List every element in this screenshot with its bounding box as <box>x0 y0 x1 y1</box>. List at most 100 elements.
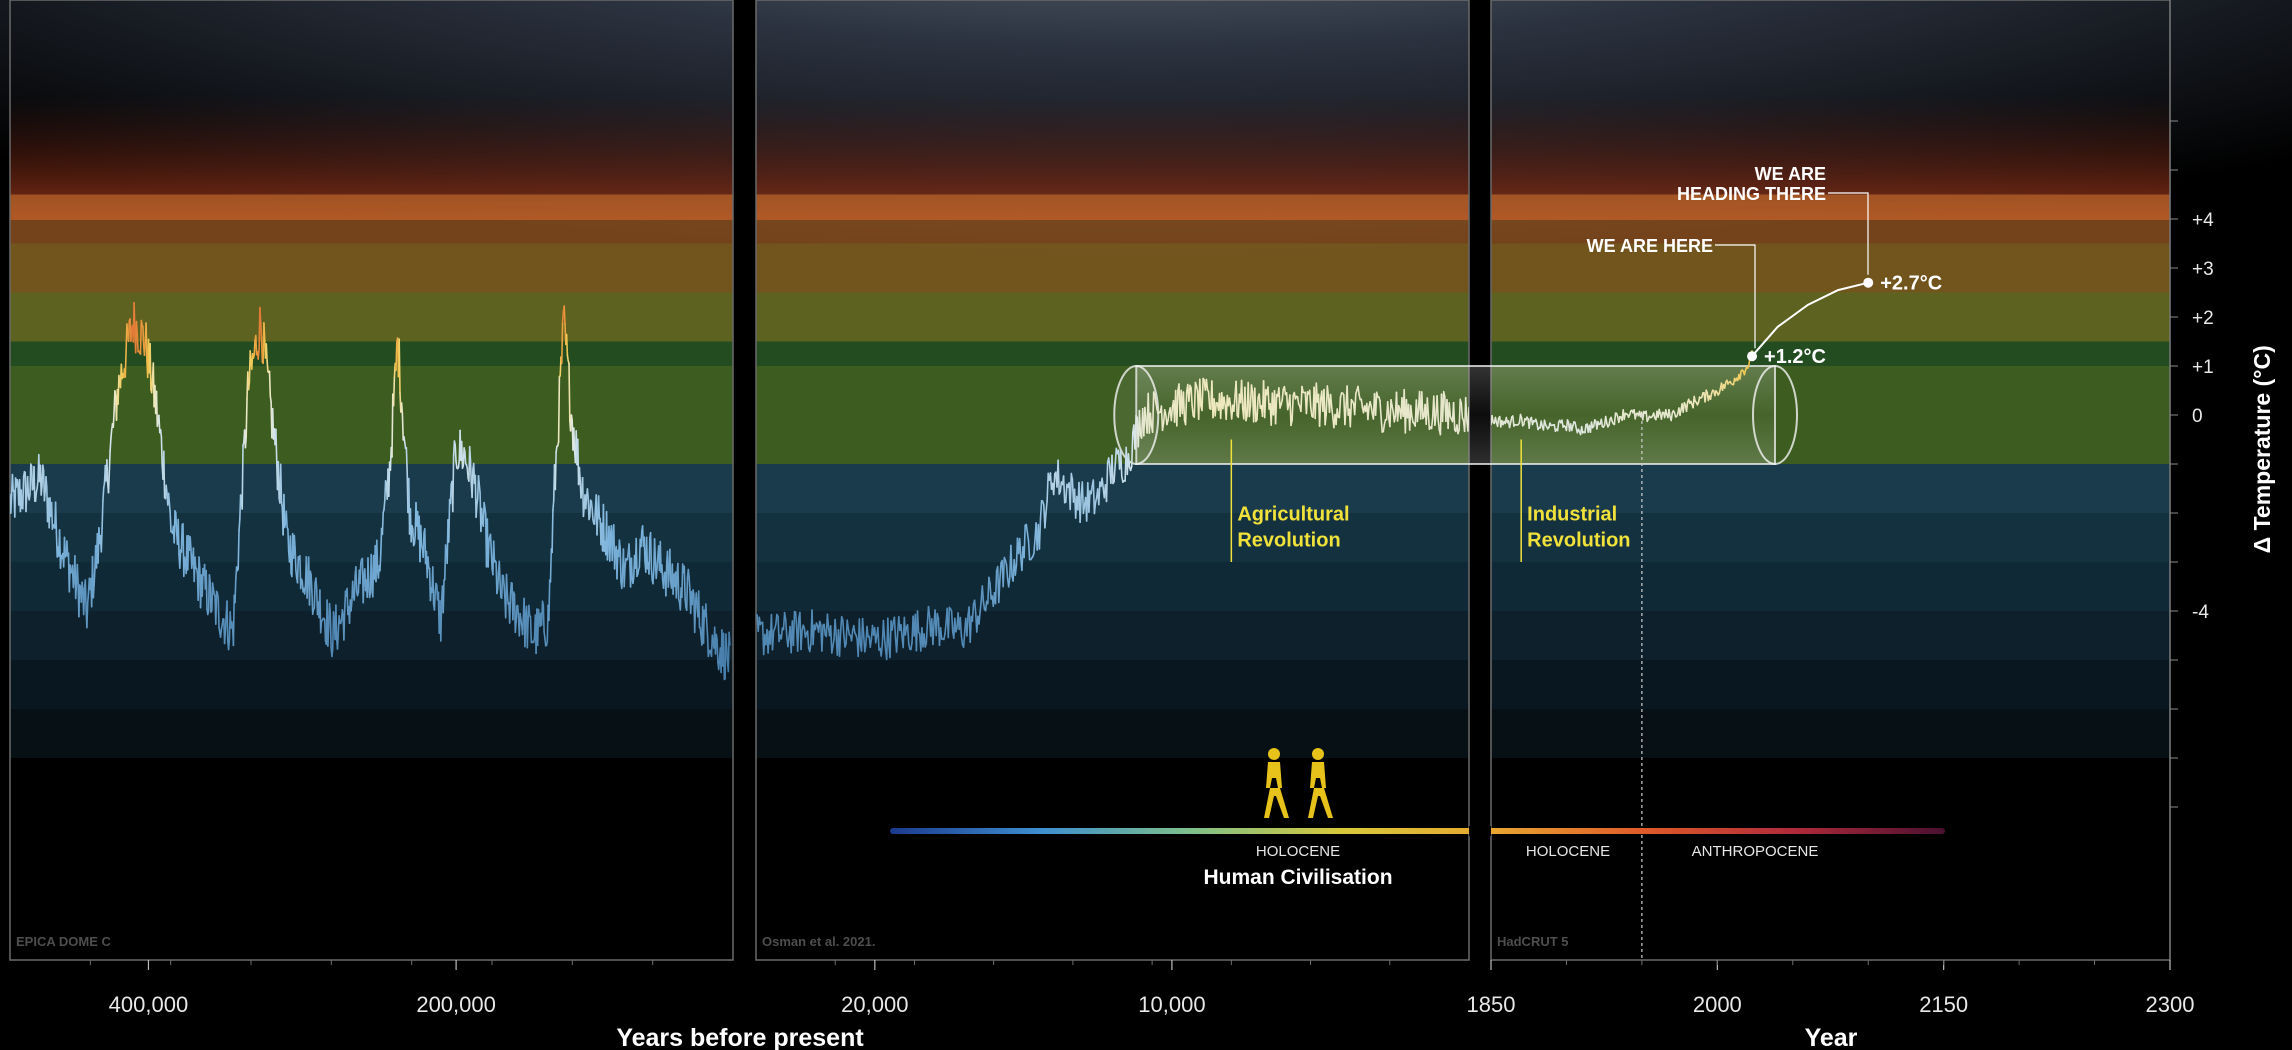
series-segment <box>613 550 617 570</box>
series-segment <box>661 564 664 582</box>
series-segment <box>183 556 186 578</box>
event-label-line1-2: Industrial <box>1527 503 1617 525</box>
series-segment <box>350 600 353 612</box>
series-segment <box>327 623 330 647</box>
series-segment <box>630 557 634 580</box>
series-segment <box>916 610 920 634</box>
series-segment <box>821 624 824 652</box>
series-segment <box>515 605 518 623</box>
series-segment <box>1258 393 1262 410</box>
callout-line-1 <box>1828 192 1869 275</box>
series-segment <box>1460 402 1464 419</box>
walking-person-icon <box>1264 748 1289 818</box>
series-segment <box>548 579 551 622</box>
panel-frame-epica <box>9 0 734 961</box>
series-segment <box>966 614 969 637</box>
series-segment <box>705 603 708 623</box>
series-segment <box>570 414 574 421</box>
series-segment <box>1107 457 1111 468</box>
series-segment <box>1670 411 1674 422</box>
series-segment <box>549 548 553 583</box>
series-segment <box>490 548 493 570</box>
series-segment <box>1604 415 1608 425</box>
series-segment <box>1134 414 1137 450</box>
series-segment <box>475 504 478 519</box>
walker-legs <box>1308 788 1333 818</box>
x-tick-label-2-1: 2000 <box>1693 992 1742 1017</box>
series-segment <box>1014 564 1018 576</box>
series-segment <box>606 543 610 561</box>
series-segment <box>880 643 884 657</box>
series-segment <box>335 604 338 641</box>
series-segment <box>1441 390 1445 423</box>
series-segment <box>628 543 631 564</box>
series-segment <box>1660 411 1664 420</box>
series-segment <box>1393 415 1397 423</box>
series-segment <box>1565 419 1569 432</box>
series-segment <box>1370 405 1374 415</box>
series-segment <box>310 573 313 592</box>
series-segment <box>1668 408 1671 418</box>
series-segment <box>688 576 691 591</box>
walker-legs <box>1264 788 1289 818</box>
series-segment <box>1130 431 1134 468</box>
series-segment <box>650 567 654 581</box>
timeline-gap <box>1469 826 1491 836</box>
series-segment <box>1308 389 1312 409</box>
series-segment <box>72 578 75 589</box>
series-segment <box>198 556 201 569</box>
x-tick-label-0-0: 400,000 <box>109 992 189 1017</box>
series-segment <box>978 610 981 625</box>
series-segment <box>100 527 103 553</box>
series-segment <box>1618 415 1621 424</box>
series-segment <box>665 562 668 597</box>
series-segment <box>1528 418 1532 430</box>
series-segment <box>939 626 943 640</box>
series-segment <box>102 487 105 502</box>
series-segment <box>850 629 854 642</box>
series-segment <box>355 565 358 593</box>
series-segment <box>1360 398 1364 408</box>
series-segment <box>692 589 695 596</box>
series-segment <box>623 566 626 588</box>
series-segment <box>383 499 386 511</box>
series-segment <box>285 510 288 529</box>
series-segment <box>238 518 241 532</box>
series-segment <box>1382 423 1386 433</box>
series-segment <box>266 359 269 373</box>
series-segment <box>411 528 415 547</box>
series-segment <box>502 574 505 587</box>
series-segment <box>133 301 136 335</box>
series-segment <box>1344 406 1347 426</box>
series-segment <box>1436 394 1439 422</box>
series-segment <box>1357 385 1360 396</box>
series-segment <box>596 511 599 536</box>
series-segment <box>560 320 564 365</box>
temperature-band-10 <box>10 709 2170 758</box>
series-segment <box>398 338 401 394</box>
series-segment <box>74 582 78 600</box>
series-segment <box>447 498 451 543</box>
series-segment <box>512 591 515 621</box>
series-0 <box>10 301 731 681</box>
series-segment <box>101 500 104 530</box>
series-segment <box>1346 385 1349 416</box>
series-segment <box>1256 396 1259 421</box>
series-segment <box>221 618 224 626</box>
series-segment <box>1199 378 1202 407</box>
series-segment <box>1154 393 1157 404</box>
series-segment <box>1430 416 1434 430</box>
series-segment <box>1027 539 1031 561</box>
series-segment <box>439 600 443 642</box>
series-segment <box>81 581 84 592</box>
series-segment <box>1248 405 1252 418</box>
source-label-2: HadCRUT 5 <box>1497 934 1569 949</box>
series-segment <box>11 473 14 492</box>
series-segment <box>50 501 54 530</box>
series-segment <box>466 467 469 480</box>
series-segment <box>405 446 409 474</box>
series-segment <box>777 615 780 643</box>
y-tick-label-4: 0 <box>2192 406 2203 427</box>
series-segment <box>1634 412 1638 420</box>
series-segment <box>989 582 992 600</box>
